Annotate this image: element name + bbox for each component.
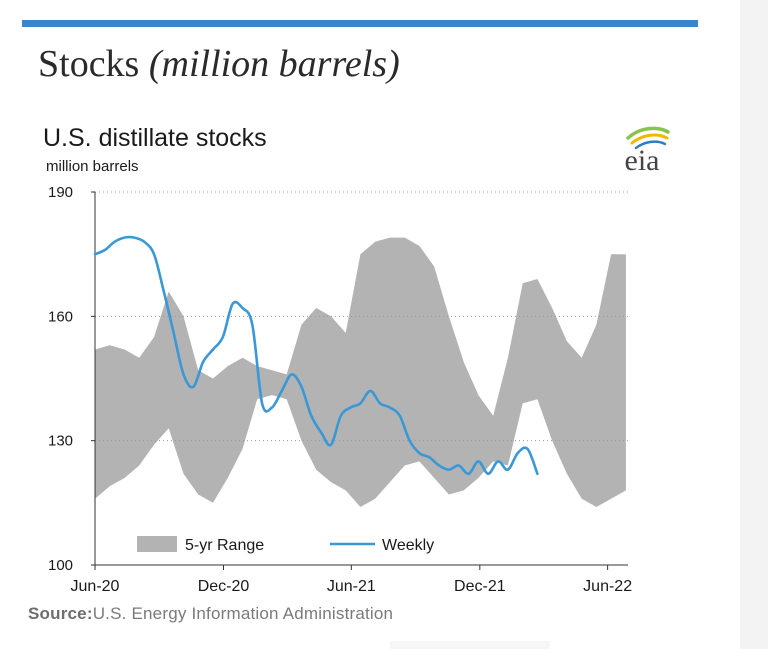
distillate-stocks-chart: 100 130 160 190 Jun-20 Dec-20 Jun-21 Dec-21 Jun-… — [48, 184, 632, 595]
slide-title-unit: (million barrels) — [148, 43, 400, 85]
chart-ylabel: million barrels — [46, 158, 139, 175]
range-band — [95, 237, 626, 507]
y-tick-label: 190 — [48, 184, 73, 201]
series-line-weekly — [93, 235, 539, 476]
x-tick-label: Jun-21 — [327, 578, 376, 595]
legend-label-weekly: Weekly — [382, 537, 434, 554]
x-tick-label: Dec-21 — [454, 578, 506, 595]
logo-text: eia — [625, 144, 660, 177]
y-tick-label: 100 — [48, 557, 73, 574]
x-tick-label: Dec-20 — [198, 578, 250, 595]
legend-swatch-range — [137, 536, 177, 552]
x-tick-label: Jun-22 — [583, 578, 632, 595]
source-label: Source: — [28, 604, 93, 623]
y-tick-label: 160 — [48, 308, 73, 325]
y-tick-label: 130 — [48, 433, 73, 450]
side-panel — [740, 0, 768, 649]
eia-logo-icon: eia — [625, 126, 670, 177]
slide-title-main: Stocks — [38, 43, 140, 85]
bottom-fragment — [390, 641, 550, 649]
source-note: Source:U.S. Energy Information Administr… — [28, 604, 393, 624]
slide-title: Stocks (million barrels) — [38, 42, 400, 86]
chart-title: U.S. distillate stocks — [43, 124, 267, 152]
x-tick-label: Jun-20 — [71, 578, 120, 595]
title-accent-bar — [22, 20, 698, 27]
source-text: U.S. Energy Information Administration — [92, 604, 394, 623]
legend-label-range: 5-yr Range — [185, 537, 264, 554]
